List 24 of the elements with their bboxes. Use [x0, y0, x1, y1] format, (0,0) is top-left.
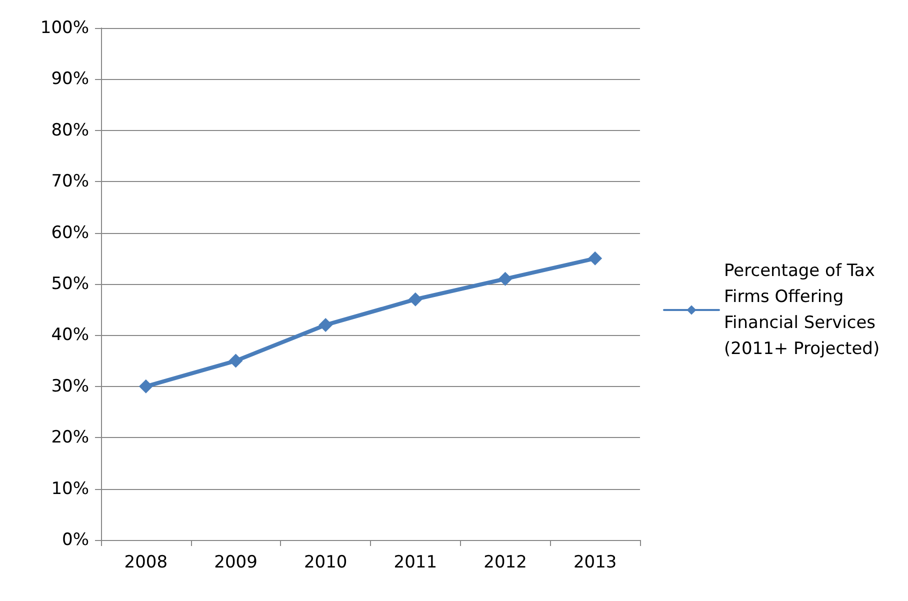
point — [408, 292, 422, 306]
point — [588, 251, 602, 266]
x-tick-label: 2013 — [573, 552, 617, 572]
x-tick-label: 2011 — [394, 552, 438, 572]
x-tick-label: 2009 — [214, 552, 258, 572]
legend-label: Percentage of Tax Firms Offering Financial Services (2011+ Projected) — [724, 261, 881, 359]
point — [318, 318, 333, 332]
x-tick-label: 2008 — [124, 552, 168, 572]
y-tick-label: 80% — [51, 120, 89, 140]
y-tick-label: 10% — [51, 478, 89, 499]
x-tick-label: 2010 — [304, 552, 348, 572]
point — [138, 379, 153, 394]
y-tick-label: 70% — [51, 172, 89, 192]
y-tick-label: 50% — [51, 274, 89, 294]
y-tick-label: 60% — [51, 222, 89, 243]
point — [498, 272, 512, 286]
y-tick-label: 0% — [62, 530, 89, 550]
y-tick-label: 40% — [51, 325, 89, 346]
x-tick-label: 2012 — [484, 552, 527, 572]
y-tick-label: 20% — [51, 428, 89, 448]
y-tick-label: 30% — [51, 376, 89, 396]
y-tick-label: 90% — [51, 69, 89, 90]
point — [228, 354, 243, 368]
y-tick-label: 100% — [40, 18, 89, 38]
